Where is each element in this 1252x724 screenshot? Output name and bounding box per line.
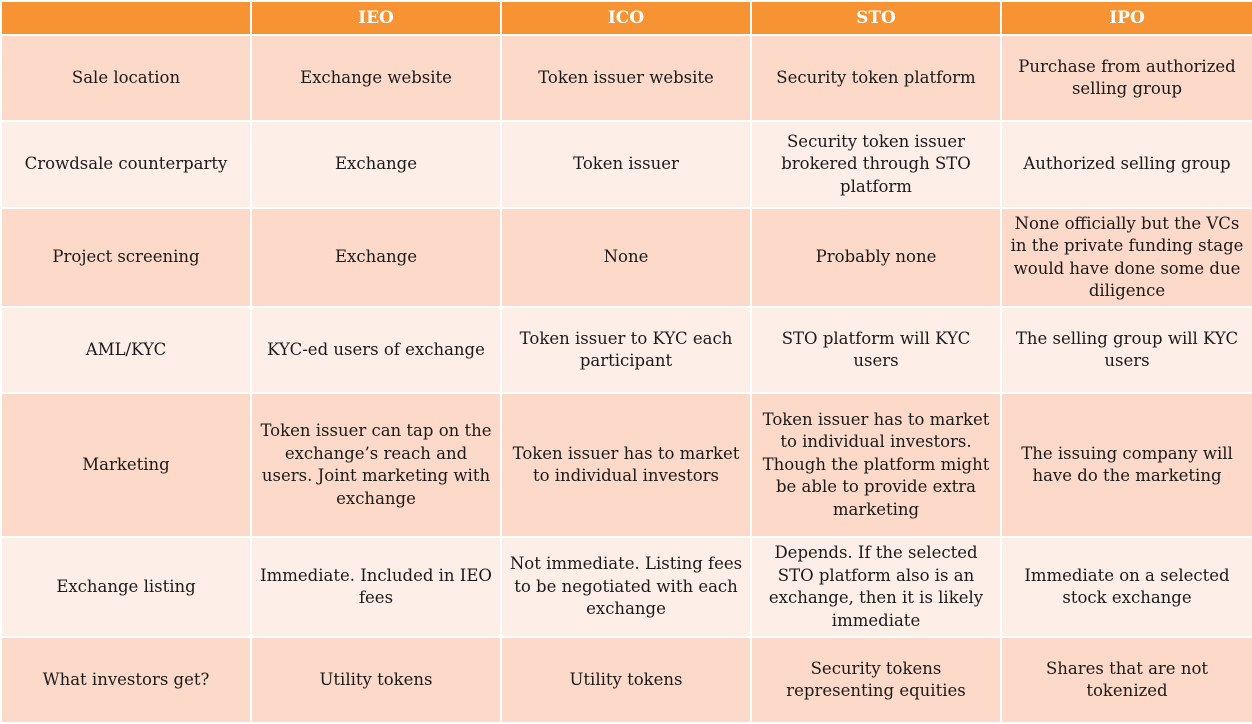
- cell-ieo: KYC-ed users of exchange: [250, 306, 502, 394]
- cell-ico: Token issuer: [500, 120, 752, 209]
- cell-ico: None: [500, 207, 752, 308]
- header-ico: ICO: [500, 0, 752, 36]
- cell-sto: STO platform will KYC users: [750, 306, 1002, 394]
- cell-ieo: Exchange website: [250, 34, 502, 122]
- table-row: What investors get? Utility tokens Utili…: [0, 636, 1252, 724]
- cell-ico: Token issuer to KYC each participant: [500, 306, 752, 394]
- row-label-aml-kyc: AML/KYC: [0, 306, 252, 394]
- cell-sto: Security tokens representing equities: [750, 636, 1002, 724]
- cell-ico: Token issuer website: [500, 34, 752, 122]
- table-row: AML/KYC KYC-ed users of exchange Token i…: [0, 306, 1252, 394]
- cell-sto: Probably none: [750, 207, 1002, 308]
- header-ieo: IEO: [250, 0, 502, 36]
- table-row: Exchange listing Immediate. Included in …: [0, 536, 1252, 638]
- cell-ico: Utility tokens: [500, 636, 752, 724]
- cell-sto: Depends. If the selected STO platform al…: [750, 536, 1002, 638]
- cell-ico: Not immediate. Listing fees to be negoti…: [500, 536, 752, 638]
- cell-ipo: None officially but the VCs in the priva…: [1000, 207, 1252, 308]
- cell-ieo: Token issuer can tap on the exchange’s r…: [250, 392, 502, 538]
- cell-sto: Security token issuer brokered through S…: [750, 120, 1002, 209]
- row-label-what-investors-get: What investors get?: [0, 636, 252, 724]
- header-row: IEO ICO STO IPO: [0, 0, 1252, 36]
- row-label-exchange-listing: Exchange listing: [0, 536, 252, 638]
- cell-ieo: Exchange: [250, 207, 502, 308]
- cell-ieo: Immediate. Included in IEO fees: [250, 536, 502, 638]
- cell-ipo: Purchase from authorized selling group: [1000, 34, 1252, 122]
- cell-ipo: Shares that are not tokenized: [1000, 636, 1252, 724]
- cell-ico: Token issuer has to market to individual…: [500, 392, 752, 538]
- header-sto: STO: [750, 0, 1002, 36]
- cell-ipo: The selling group will KYC users: [1000, 306, 1252, 394]
- cell-ieo: Exchange: [250, 120, 502, 209]
- cell-ipo: Immediate on a selected stock exchange: [1000, 536, 1252, 638]
- row-label-marketing: Marketing: [0, 392, 252, 538]
- cell-ipo: Authorized selling group: [1000, 120, 1252, 209]
- cell-sto: Token issuer has to market to individual…: [750, 392, 1002, 538]
- row-label-sale-location: Sale location: [0, 34, 252, 122]
- table-row: Crowdsale counterparty Exchange Token is…: [0, 120, 1252, 209]
- cell-ieo: Utility tokens: [250, 636, 502, 724]
- header-ipo: IPO: [1000, 0, 1252, 36]
- cell-ipo: The issuing company will have do the mar…: [1000, 392, 1252, 538]
- row-label-crowdsale-counterparty: Crowdsale counterparty: [0, 120, 252, 209]
- header-corner: [0, 0, 252, 36]
- table-row: Sale location Exchange website Token iss…: [0, 34, 1252, 122]
- table-row: Marketing Token issuer can tap on the ex…: [0, 392, 1252, 538]
- cell-sto: Security token platform: [750, 34, 1002, 122]
- row-label-project-screening: Project screening: [0, 207, 252, 308]
- table-row: Project screening Exchange None Probably…: [0, 207, 1252, 308]
